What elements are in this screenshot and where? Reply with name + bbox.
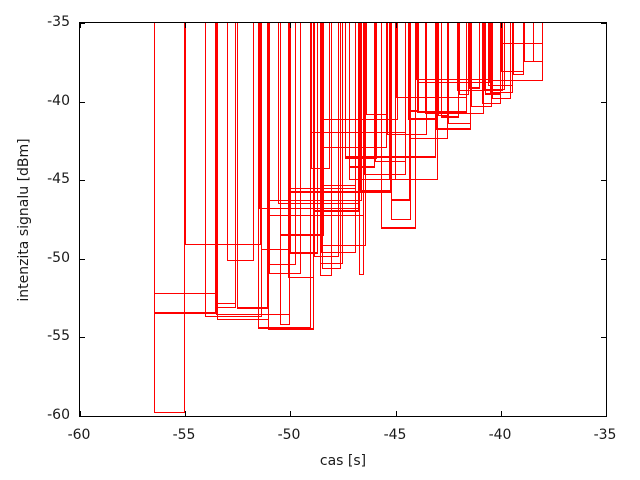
signal-box <box>359 23 364 275</box>
x-tick-mark <box>501 23 502 28</box>
signal-box <box>381 23 416 229</box>
signal-box <box>484 23 505 90</box>
y-axis-title: intenzita signalu [dBm] <box>16 138 32 302</box>
signal-box <box>482 23 501 104</box>
y-tick-mark <box>80 102 85 103</box>
signal-box <box>349 23 396 180</box>
y-tick-mark <box>80 416 85 417</box>
x-tick-label: -50 <box>277 427 301 443</box>
signal-box <box>501 23 543 44</box>
signal-box <box>280 23 324 236</box>
signal-box <box>366 23 387 115</box>
x-tick-mark <box>185 411 186 416</box>
x-tick-mark <box>396 411 397 416</box>
signal-box <box>185 23 261 245</box>
x-tick-mark <box>290 23 291 28</box>
y-tick-mark <box>601 180 606 181</box>
signal-box <box>438 23 448 116</box>
y-tick-mark <box>601 337 606 338</box>
x-tick-label: -45 <box>383 427 407 443</box>
x-tick-mark <box>290 411 291 416</box>
x-tick-mark <box>396 23 397 28</box>
y-tick-mark <box>601 416 606 417</box>
signal-box <box>417 23 490 83</box>
signal-box <box>360 23 391 192</box>
y-tick-mark <box>80 180 85 181</box>
x-tick-mark <box>185 23 186 28</box>
y-tick-label: -40 <box>47 93 70 109</box>
signal-box <box>490 23 513 93</box>
y-tick-mark <box>80 259 85 260</box>
x-tick-mark <box>606 411 607 416</box>
signal-box <box>345 23 377 159</box>
signal-box <box>408 23 419 112</box>
y-tick-mark <box>80 337 85 338</box>
signal-box <box>314 23 359 212</box>
y-tick-mark <box>601 102 606 103</box>
y-tick-label: -55 <box>47 328 70 344</box>
signal-box <box>227 23 254 261</box>
signal-box <box>459 23 469 95</box>
x-tick-label: -35 <box>593 427 617 443</box>
y-tick-label: -35 <box>47 14 70 30</box>
y-tick-mark <box>601 23 606 24</box>
x-tick-mark <box>501 411 502 416</box>
signal-box <box>288 23 314 278</box>
signal-box <box>425 23 484 114</box>
x-tick-mark <box>80 411 81 416</box>
signal-box <box>375 23 406 162</box>
x-tick-label: -60 <box>67 427 91 443</box>
x-tick-label: -40 <box>488 427 512 443</box>
plot-area <box>79 22 607 417</box>
y-tick-mark <box>601 259 606 260</box>
x-tick-label: -55 <box>172 427 196 443</box>
x-tick-mark <box>606 23 607 28</box>
y-tick-label: -60 <box>47 407 70 423</box>
x-axis-title: cas [s] <box>319 453 367 469</box>
signal-box <box>513 23 524 75</box>
x-tick-mark <box>80 23 81 28</box>
signal-box <box>448 23 471 124</box>
signal-box <box>469 23 480 89</box>
signal-box <box>457 23 503 91</box>
y-tick-label: -45 <box>47 171 70 187</box>
y-tick-label: -50 <box>47 250 70 266</box>
signal-box <box>441 23 459 118</box>
y-tick-mark <box>80 23 85 24</box>
signal-box <box>237 23 268 309</box>
signal-box <box>471 23 492 107</box>
